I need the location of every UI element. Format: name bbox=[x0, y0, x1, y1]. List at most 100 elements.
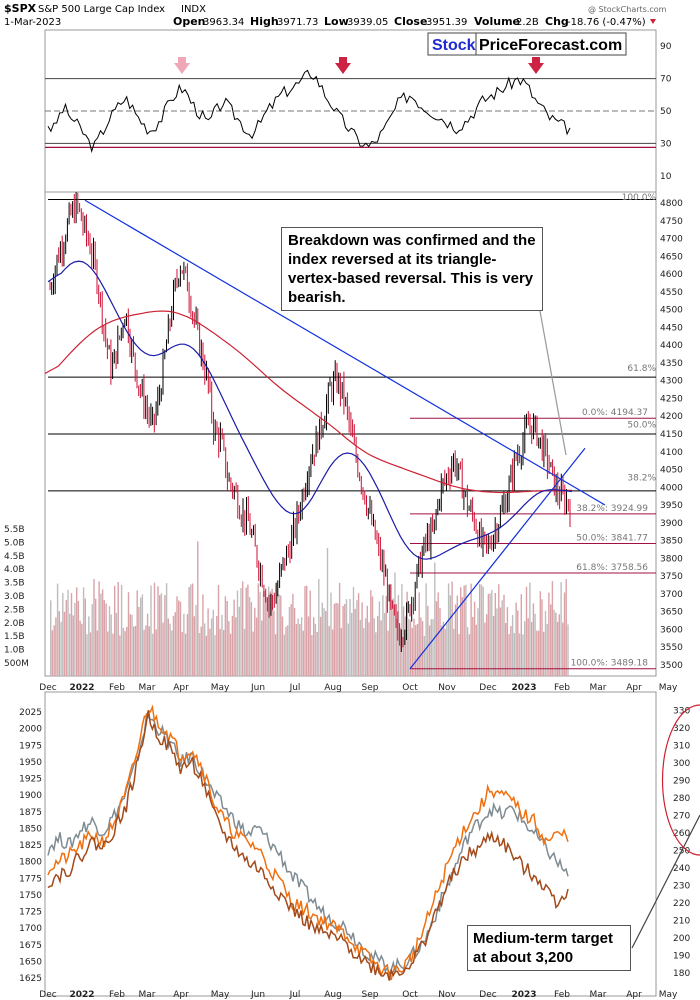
volume-bar bbox=[67, 589, 69, 676]
comparison-month-label: Apr bbox=[626, 990, 642, 1000]
volume-tick-label: 3.0B bbox=[4, 592, 25, 602]
volume-bar bbox=[370, 590, 372, 676]
volume-bar bbox=[247, 584, 249, 676]
price-tick-label: 4000 bbox=[660, 483, 683, 493]
volume-bar bbox=[468, 634, 471, 676]
volume-bar bbox=[134, 626, 137, 676]
volume-bar bbox=[465, 584, 467, 676]
volume-bar bbox=[466, 627, 469, 676]
volume-bar bbox=[53, 625, 55, 676]
volume-bar bbox=[430, 619, 432, 676]
volume-bar bbox=[432, 619, 434, 676]
target-arrow-line bbox=[631, 814, 700, 949]
volume-bar bbox=[82, 587, 85, 676]
fib-label: 100.0%: 3489.18 bbox=[571, 659, 649, 669]
volume-bar bbox=[131, 614, 133, 676]
volume-bar bbox=[506, 607, 509, 676]
volume-bar bbox=[212, 609, 214, 676]
volume-bar bbox=[499, 607, 502, 676]
low-label: Low bbox=[324, 15, 349, 28]
volume-bar bbox=[349, 599, 351, 676]
volume-bar bbox=[449, 595, 451, 676]
volume-bar bbox=[544, 611, 547, 676]
comparison-month-label: 2022 bbox=[69, 990, 94, 1000]
volume-bar bbox=[446, 623, 448, 676]
volume-bar bbox=[69, 613, 71, 676]
fib-label: 61.8%: 3758.56 bbox=[576, 563, 648, 573]
volume-bar bbox=[95, 598, 97, 676]
volume-bar bbox=[290, 604, 292, 676]
volume-bar bbox=[546, 623, 548, 676]
price-month-label: May bbox=[659, 683, 678, 693]
volume-bar bbox=[202, 594, 204, 676]
chg-value: -18.76 (-0.47%) bbox=[567, 17, 646, 28]
down-arrow-icon bbox=[650, 19, 656, 24]
volume-bar bbox=[210, 618, 213, 676]
volume-bar bbox=[191, 583, 194, 676]
left-tick-label: 1750 bbox=[19, 891, 42, 901]
comparison-month-label: 2023 bbox=[511, 990, 536, 1000]
volume-bar bbox=[136, 590, 138, 676]
volume-bar bbox=[371, 596, 374, 676]
volume-bar bbox=[184, 633, 187, 676]
volume-bar bbox=[472, 617, 474, 676]
volume-bar bbox=[439, 608, 441, 676]
volume-bar bbox=[378, 601, 381, 676]
price-month-label: Mar bbox=[590, 683, 607, 693]
volume-bar bbox=[461, 597, 464, 676]
price-tick-label: 3850 bbox=[660, 537, 683, 547]
volume-bar bbox=[363, 627, 365, 676]
price-month-label: 2023 bbox=[511, 683, 536, 693]
price-tick-label: 3600 bbox=[660, 625, 683, 635]
volume-bar bbox=[442, 621, 445, 676]
volume-bar bbox=[245, 587, 247, 676]
right-tick-label: 180 bbox=[673, 969, 690, 979]
volume-bar bbox=[480, 584, 483, 676]
volume-bar bbox=[195, 604, 197, 676]
price-tick-label: 4250 bbox=[660, 394, 683, 404]
symbol: $SPX bbox=[4, 2, 37, 15]
volume-bar bbox=[252, 631, 254, 676]
price-tick-label: 3650 bbox=[660, 608, 683, 618]
volume-bar bbox=[219, 628, 221, 676]
volume-bar bbox=[250, 602, 253, 676]
volume-bar bbox=[354, 608, 356, 676]
volume-bar bbox=[209, 628, 211, 676]
volume-bar bbox=[460, 587, 462, 676]
left-tick-label: 1975 bbox=[19, 741, 42, 751]
volume-bar bbox=[518, 633, 521, 676]
volume-bar bbox=[205, 635, 208, 676]
volume-bar bbox=[567, 624, 569, 676]
left-tick-label: 1950 bbox=[19, 758, 42, 768]
volume-bar bbox=[264, 591, 266, 676]
volume-bar bbox=[524, 621, 526, 676]
volume-bar bbox=[150, 585, 152, 676]
volume-bar bbox=[200, 626, 202, 676]
volume-bar bbox=[271, 588, 273, 676]
volume-bar bbox=[204, 623, 206, 676]
volume-bar bbox=[115, 612, 118, 676]
right-tick-label: 200 bbox=[673, 934, 690, 944]
right-tick-label: 320 bbox=[673, 724, 690, 734]
comparison-month-label: Nov bbox=[438, 990, 456, 1000]
volume-bar bbox=[364, 618, 367, 676]
price-tick-label: 4300 bbox=[660, 377, 683, 387]
rsi-tick-label: 70 bbox=[660, 75, 672, 85]
volume-bar bbox=[359, 619, 362, 676]
volume-bar bbox=[292, 593, 294, 676]
volume-bar bbox=[84, 598, 86, 676]
volume-bar bbox=[242, 581, 244, 676]
volume-bar bbox=[550, 604, 552, 676]
right-tick-label: 210 bbox=[673, 917, 690, 927]
price-tick-label: 4750 bbox=[660, 217, 683, 227]
volume-bar bbox=[530, 621, 533, 676]
volume-bar bbox=[333, 603, 336, 676]
volume-bar bbox=[112, 633, 114, 676]
volume-bar bbox=[408, 618, 410, 676]
price-tick-label: 3750 bbox=[660, 572, 683, 582]
volume-bar bbox=[562, 622, 564, 676]
price-tick-label: 4700 bbox=[660, 235, 683, 245]
left-tick-label: 1850 bbox=[19, 824, 42, 834]
left-tick-label: 1875 bbox=[19, 808, 42, 818]
